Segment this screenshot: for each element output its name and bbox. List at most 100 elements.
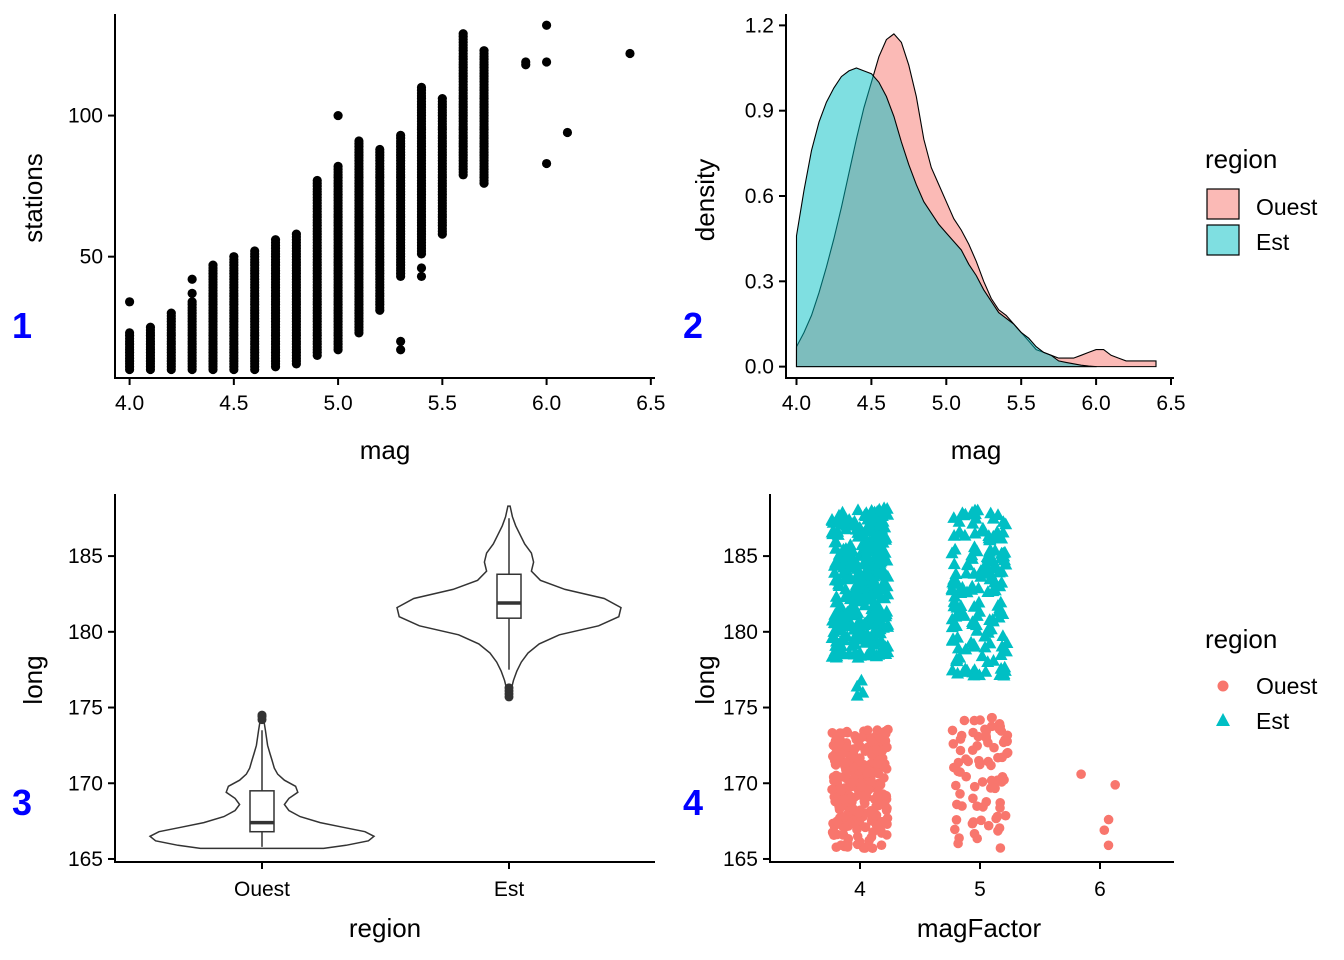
data-point-est bbox=[848, 514, 861, 527]
data-point bbox=[124, 328, 135, 338]
data-point-ouest bbox=[989, 742, 999, 753]
data-point-ouest bbox=[836, 786, 846, 796]
data-point-est bbox=[951, 630, 964, 643]
data-point-est bbox=[987, 654, 1000, 666]
legend-key-ouest bbox=[1217, 680, 1229, 692]
panel-4-jitter: 4 5 6 165 170 175 180 185 magFactor long 4 regi… bbox=[683, 494, 1318, 943]
data-point-est bbox=[878, 640, 892, 652]
data-point-ouest bbox=[860, 822, 871, 832]
data-point-est bbox=[881, 620, 895, 632]
panel-2-ytick-label: 0.0 bbox=[745, 356, 774, 379]
data-point-est bbox=[828, 566, 842, 578]
panel-4-ytick-label: 185 bbox=[723, 545, 758, 568]
data-point-est bbox=[949, 567, 963, 579]
data-point-ouest bbox=[1103, 814, 1114, 825]
data-point-est bbox=[826, 527, 840, 540]
panel-1-xtick-label: 6.5 bbox=[636, 392, 665, 415]
data-point bbox=[291, 229, 301, 239]
data-point-est bbox=[880, 604, 894, 617]
data-point-est bbox=[991, 508, 1005, 520]
data-point-ouest bbox=[953, 757, 964, 768]
data-point-ouest bbox=[995, 843, 1006, 853]
data-point-est bbox=[996, 629, 1010, 641]
data-point-est bbox=[851, 606, 865, 618]
data-point-est bbox=[881, 569, 895, 582]
data-point-ouest bbox=[968, 727, 978, 738]
data-point-ouest bbox=[867, 843, 878, 853]
data-point-est bbox=[950, 654, 964, 667]
panel-3-ytick-label: 180 bbox=[68, 621, 103, 644]
data-point bbox=[124, 297, 135, 307]
panel-2-xtick-label: 4.5 bbox=[857, 392, 886, 415]
legend-swatch-ouest bbox=[1206, 188, 1240, 220]
data-point-ouest bbox=[872, 759, 883, 769]
data-point-ouest bbox=[848, 804, 859, 814]
violin-est bbox=[396, 505, 622, 698]
data-point-ouest bbox=[955, 734, 966, 744]
data-point-est bbox=[832, 637, 846, 650]
data-point-ouest bbox=[975, 715, 985, 725]
data-point-ouest bbox=[834, 738, 845, 749]
panel-2-xtick-label: 6.5 bbox=[1156, 392, 1185, 415]
data-point-est bbox=[869, 623, 882, 635]
data-point-est bbox=[829, 590, 843, 602]
data-point-est bbox=[828, 573, 842, 586]
data-point-est bbox=[880, 553, 894, 566]
data-point-ouest bbox=[963, 756, 973, 767]
panel-1-xtick-label: 5.5 bbox=[428, 392, 457, 415]
data-point-ouest bbox=[947, 725, 958, 736]
data-point-ouest bbox=[841, 757, 851, 768]
panel-4-legend-est: Est bbox=[1256, 708, 1290, 734]
data-point-ouest bbox=[860, 791, 870, 801]
data-point-ouest bbox=[882, 742, 892, 753]
data-point-est bbox=[983, 533, 997, 546]
data-point-est bbox=[855, 528, 869, 540]
data-point-ouest bbox=[1000, 810, 1011, 821]
data-point-ouest bbox=[876, 840, 887, 850]
data-point-est bbox=[860, 566, 874, 578]
panel-1-ytick-label: 50 bbox=[80, 246, 103, 269]
panel-tag-4: 4 bbox=[683, 782, 703, 823]
data-point-ouest bbox=[1103, 840, 1114, 851]
panel-4-xlabel: magFactor bbox=[917, 913, 1042, 943]
data-point-ouest bbox=[968, 817, 979, 827]
panel-2-legend-est: Est bbox=[1256, 229, 1290, 255]
panel-4-legend-ouest: Ouest bbox=[1256, 673, 1318, 699]
data-point-ouest bbox=[976, 815, 986, 826]
data-point-est bbox=[998, 664, 1012, 676]
data-point-est bbox=[834, 517, 848, 530]
data-point-ouest bbox=[837, 728, 847, 739]
panel-3-violin: Ouest Est 165 170 175 180 185 region long 3 bbox=[12, 494, 655, 943]
outlier-point bbox=[257, 710, 267, 720]
data-point-est bbox=[960, 663, 974, 676]
panel-1-ylabel: stations bbox=[18, 153, 48, 243]
data-point-est bbox=[829, 542, 843, 554]
data-point-est bbox=[850, 586, 864, 598]
data-point-ouest bbox=[872, 791, 883, 801]
data-point bbox=[229, 252, 239, 262]
data-point-est bbox=[873, 516, 887, 528]
data-point-est bbox=[979, 665, 993, 677]
data-point-est bbox=[967, 567, 981, 579]
data-point-ouest bbox=[856, 781, 867, 792]
data-point bbox=[166, 308, 176, 318]
data-point-est bbox=[871, 581, 885, 593]
data-point-est bbox=[951, 641, 965, 654]
data-point-ouest bbox=[830, 759, 841, 770]
data-point-est bbox=[872, 600, 886, 613]
data-point-est bbox=[947, 557, 961, 570]
data-point-ouest bbox=[828, 751, 838, 762]
data-point-est bbox=[865, 538, 879, 551]
data-point-ouest bbox=[1110, 780, 1120, 790]
panel-2-xtick-label: 4.0 bbox=[782, 392, 811, 415]
data-point-ouest bbox=[862, 725, 873, 735]
density-area-est bbox=[795, 67, 1097, 368]
panel-1-scatter: 4.0 4.5 5.0 5.5 6.0 6.5 50 100 mag stations 1 bbox=[12, 14, 665, 465]
data-point-est bbox=[849, 631, 863, 644]
data-point bbox=[416, 263, 427, 273]
data-point-ouest bbox=[986, 775, 997, 786]
outlier-point bbox=[504, 683, 514, 693]
data-point bbox=[354, 136, 364, 146]
data-point bbox=[187, 297, 197, 307]
data-point-est bbox=[961, 558, 975, 571]
